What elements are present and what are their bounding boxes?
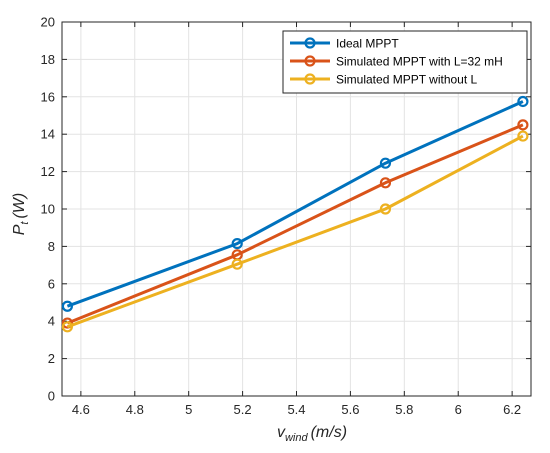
legend-label: Ideal MPPT	[336, 37, 399, 51]
x-tick-label: 5.2	[234, 402, 252, 417]
y-tick-label: 12	[41, 164, 55, 179]
x-tick-label: 5.6	[341, 402, 359, 417]
data-point	[231, 258, 243, 270]
y-tick-label: 4	[48, 314, 55, 329]
legend-marker	[304, 73, 316, 85]
axes: 4.6 4.8 5 5.2 5.4 5.6 5.8 6 6.2 0 2 4 6 8 10 12 14 16 18 20	[41, 15, 532, 417]
legend-marker	[304, 55, 316, 67]
series-line	[66, 134, 524, 329]
y-tick-label: 16	[41, 89, 55, 104]
x-tick-label: 6	[455, 402, 462, 417]
y-tick-label: 2	[48, 351, 55, 366]
x-tick-label: 5.8	[395, 402, 413, 417]
y-tick-label: 10	[41, 202, 55, 217]
y-tick-label: 20	[41, 15, 55, 30]
y-tick-label: 14	[41, 127, 55, 142]
x-tick-label: 4.8	[126, 402, 144, 417]
data-point	[61, 300, 73, 312]
legend: Ideal MPPT Simulated MPPT with L=32 mH Sim…	[282, 30, 528, 94]
series-group	[61, 95, 529, 333]
data-point	[517, 130, 529, 142]
legend-label: Simulated MPPT with L=32 mH	[336, 55, 503, 69]
axis-labels: Pt(W) vwind (m/s)	[11, 193, 347, 444]
data-point	[517, 95, 529, 108]
data-point	[379, 177, 392, 189]
data-point	[379, 203, 392, 215]
x-axis-label: vwind (m/s)	[277, 424, 347, 444]
y-tick-label: 6	[48, 276, 55, 291]
x-tick-label: 4.6	[72, 402, 90, 417]
series-line	[66, 123, 524, 325]
data-point	[61, 317, 73, 329]
axes-box	[61, 21, 532, 397]
legend-marker	[304, 37, 316, 49]
data-point	[379, 157, 392, 169]
x-tick-label: 5.4	[287, 402, 305, 417]
x-tick-label: 6.2	[503, 402, 521, 417]
y-axis-label: Pt(W)	[11, 193, 31, 236]
data-point	[517, 119, 529, 131]
legend-label: Simulated MPPT without L	[336, 73, 478, 87]
x-tick-label: 5	[185, 402, 192, 417]
data-point	[61, 321, 73, 333]
y-tick-label: 8	[48, 239, 55, 254]
y-tick-label: 0	[48, 389, 55, 404]
data-point	[231, 237, 243, 250]
series-line	[66, 100, 524, 308]
y-tick-label: 18	[41, 52, 55, 67]
